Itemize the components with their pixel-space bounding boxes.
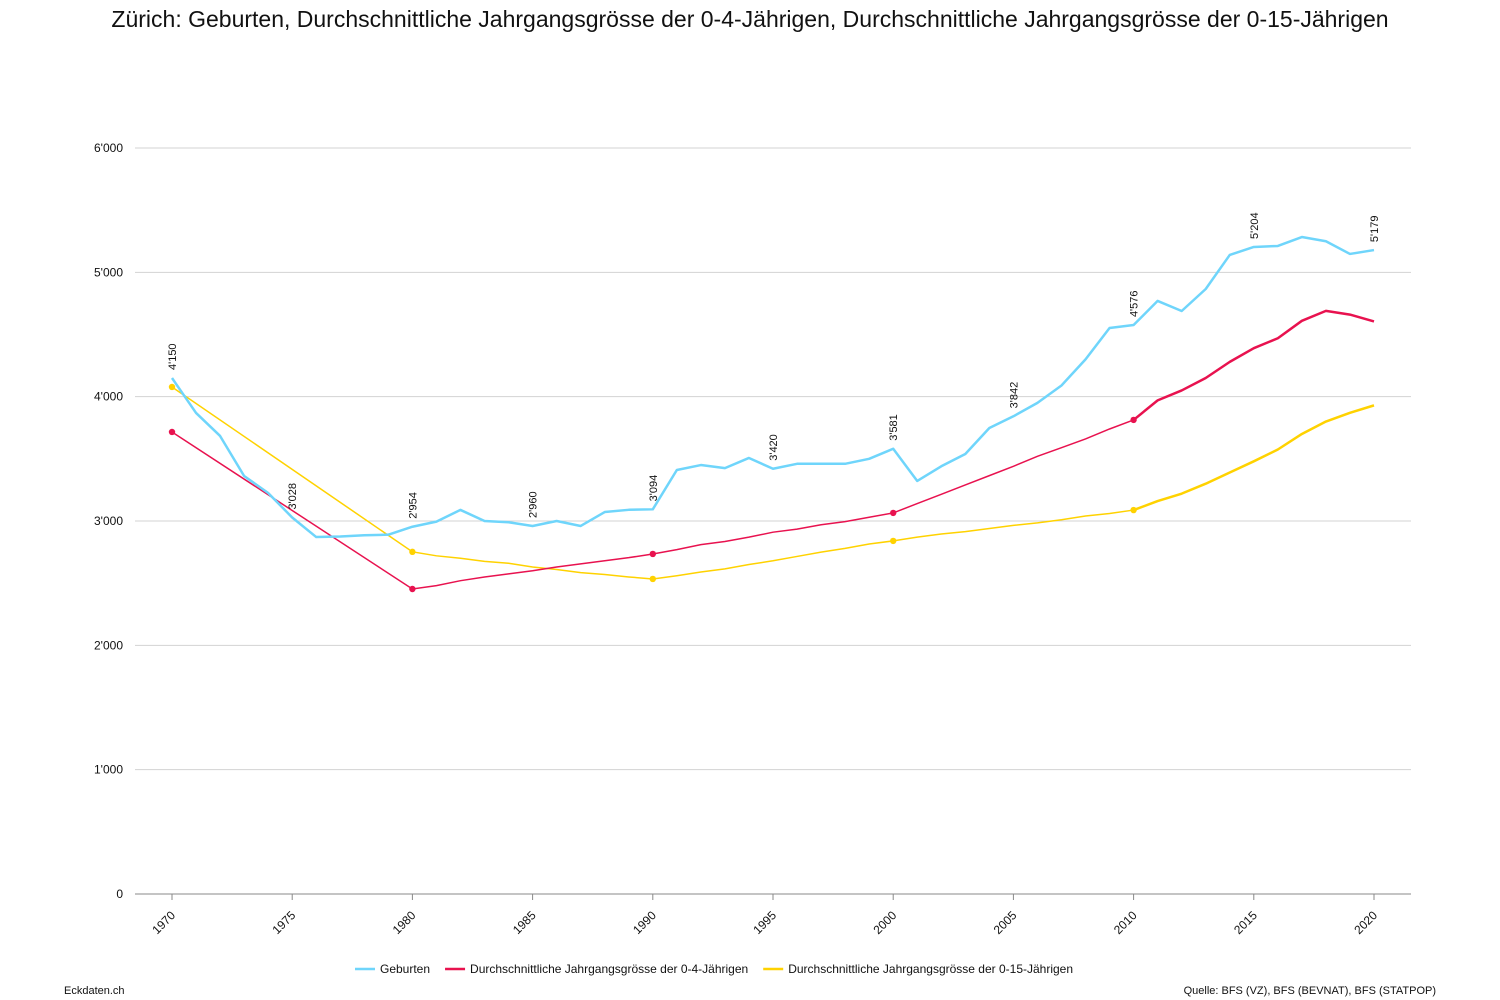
x-tick-label: 2015 bbox=[1231, 908, 1260, 937]
data-point-marker bbox=[409, 548, 416, 556]
data-credit: Quelle: BFS (VZ), BFS (BEVNAT), BFS (STA… bbox=[1183, 985, 1436, 997]
series-line-geburten bbox=[170, 235, 1375, 539]
data-label: 3'842 bbox=[1008, 382, 1020, 409]
chart-title: Zürich: Geburten, Durchschnittliche Jahr… bbox=[111, 6, 1389, 32]
data-label: 3'028 bbox=[287, 483, 299, 510]
data-label: 4'150 bbox=[167, 343, 179, 370]
y-tick-label: 5'000 bbox=[94, 265, 123, 279]
data-label: 5'204 bbox=[1249, 212, 1261, 239]
y-tick-label: 3'000 bbox=[94, 514, 123, 528]
data-point-marker bbox=[409, 585, 416, 593]
legend-label: Durchschnittliche Jahrgangsgrösse der 0-… bbox=[788, 962, 1073, 976]
x-tick-label: 2010 bbox=[1111, 908, 1140, 937]
legend-label: Geburten bbox=[380, 962, 430, 976]
legend-label: Durchschnittliche Jahrgangsgrösse der 0-… bbox=[470, 962, 748, 976]
data-label: 3'094 bbox=[648, 475, 660, 502]
data-label: 5'179 bbox=[1369, 215, 1381, 242]
data-point-marker bbox=[649, 575, 656, 583]
x-tick-label: 1985 bbox=[510, 908, 539, 937]
y-tick-label: 4'000 bbox=[94, 390, 123, 404]
data-point-marker bbox=[168, 428, 176, 436]
data-point-marker bbox=[890, 509, 897, 517]
x-tick-label: 1990 bbox=[630, 908, 659, 937]
x-tick-label: 1980 bbox=[390, 908, 419, 937]
y-tick-label: 6'000 bbox=[94, 141, 123, 155]
series-line-0-15 bbox=[171, 386, 1134, 580]
y-tick-label: 2'000 bbox=[94, 638, 123, 652]
series-line-0-15 bbox=[1133, 404, 1375, 512]
data-label: 3'420 bbox=[768, 434, 780, 461]
x-tick-label: 2000 bbox=[871, 908, 900, 937]
y-tick-label: 0 bbox=[116, 887, 123, 901]
y-tick-label: 1'000 bbox=[94, 763, 123, 777]
data-point-marker bbox=[168, 383, 176, 391]
x-tick-label: 2005 bbox=[991, 908, 1020, 937]
data-label: 3'581 bbox=[888, 414, 900, 441]
x-tick-label: 1970 bbox=[149, 908, 178, 937]
data-label: 2'954 bbox=[407, 492, 419, 519]
data-point-marker bbox=[649, 550, 656, 558]
data-point-marker bbox=[1130, 506, 1137, 514]
series-line-0-4 bbox=[171, 419, 1134, 590]
x-tick-label: 1995 bbox=[750, 908, 779, 937]
x-tick-label: 2020 bbox=[1351, 908, 1380, 937]
x-tick-label: 1975 bbox=[270, 908, 299, 937]
data-label: 2'960 bbox=[528, 491, 540, 518]
data-point-marker bbox=[890, 537, 897, 545]
data-point-marker bbox=[1130, 416, 1137, 424]
source-site: Eckdaten.ch bbox=[64, 985, 125, 997]
data-label: 4'576 bbox=[1129, 290, 1141, 317]
series-line-0-4 bbox=[1132, 309, 1375, 421]
